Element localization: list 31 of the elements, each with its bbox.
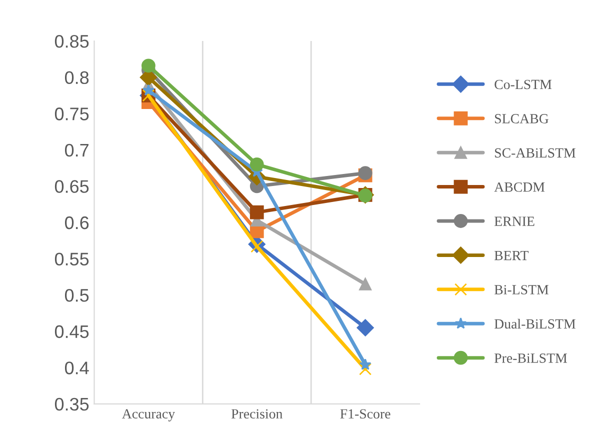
y-tick-label: 0.7	[64, 144, 88, 157]
point	[250, 157, 264, 172]
y-tick-label: 0.65	[54, 180, 89, 193]
y-tick-label: 0.45	[54, 325, 89, 338]
point	[142, 58, 156, 73]
point	[250, 205, 264, 220]
legend-label: SLCABG	[495, 114, 548, 124]
legend-label: SC-ABiLSTM	[495, 148, 576, 158]
legend-label: BERT	[494, 250, 529, 260]
legend-label: Co-LSTM	[494, 80, 552, 90]
legend-label: ERNIE	[494, 216, 534, 226]
point	[359, 362, 372, 376]
point	[142, 84, 154, 96]
legend-label: Pre-BiLSTM	[494, 353, 567, 363]
x-tick-label: Precision	[231, 409, 283, 419]
x-tick-label: Accuracy	[122, 409, 175, 422]
point	[359, 278, 372, 290]
y-tick-label: 0.55	[54, 252, 89, 266]
y-tick-label: 0.35	[54, 398, 89, 411]
legend-label: Bi-LSTM	[494, 285, 548, 294]
y-tick-label: 0.6	[64, 216, 89, 230]
x-tick-label: F1-Score	[340, 409, 390, 419]
y-tick-label: 0.8	[64, 71, 89, 84]
legend-label: Dual-BiLSTM	[494, 318, 576, 329]
y-tick-label: 0.75	[54, 108, 89, 120]
legend-label: ABCDM	[494, 182, 545, 192]
y-tick-label: 0.85	[54, 34, 89, 48]
point	[359, 358, 372, 370]
point	[356, 319, 374, 336]
y-tick-label: 0.5	[64, 288, 89, 302]
y-tick-label: 0.4	[64, 362, 89, 374]
